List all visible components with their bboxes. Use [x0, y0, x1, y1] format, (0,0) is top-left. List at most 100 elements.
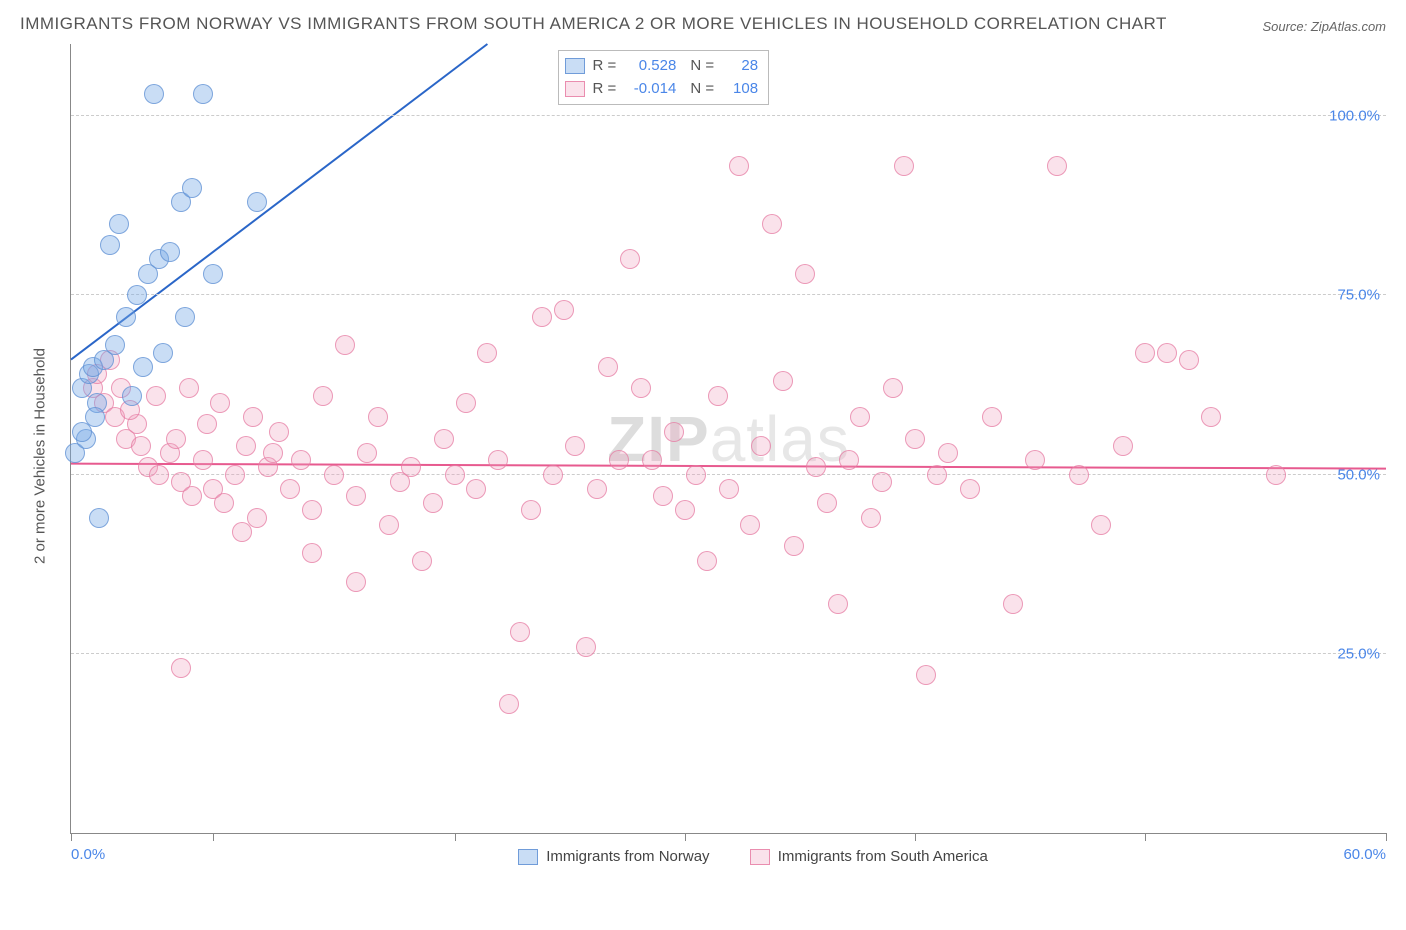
x-tick [1386, 833, 1387, 841]
south-america-point [784, 536, 804, 556]
x-tick [455, 833, 456, 841]
south-america-point [1113, 436, 1133, 456]
series-legend: Immigrants from Norway Immigrants from S… [120, 848, 1386, 869]
norway-point [100, 235, 120, 255]
south-america-point [225, 465, 245, 485]
gridline [71, 115, 1386, 116]
south-america-point [751, 436, 771, 456]
x-tick [915, 833, 916, 841]
legend-item-norway: Immigrants from Norway [518, 848, 709, 865]
south-america-point [368, 407, 388, 427]
south-america-point [131, 436, 151, 456]
legend-row-norway: R =0.528N =28 [565, 55, 759, 78]
south-america-point [1201, 407, 1221, 427]
y-tick-label: 50.0% [1337, 466, 1380, 483]
norway-point [133, 357, 153, 377]
south-america-point [1266, 465, 1286, 485]
y-axis-title: 2 or more Vehicles in Household [32, 348, 49, 564]
trendlines-svg [71, 44, 1386, 833]
scatter-plot: ZIPatlas R =0.528N =28R =-0.014N =108 25… [70, 44, 1386, 834]
south-america-point [379, 515, 399, 535]
south-america-point [960, 479, 980, 499]
south-america-point [587, 479, 607, 499]
south-america-point [543, 465, 563, 485]
south-america-point [346, 486, 366, 506]
norway-point [89, 508, 109, 528]
south-america-point [232, 522, 252, 542]
gridline [71, 294, 1386, 295]
south-america-point [598, 357, 618, 377]
south-america-point [477, 343, 497, 363]
south-america-point [982, 407, 1002, 427]
south-america-point [675, 500, 695, 520]
legend-label-norway: Immigrants from Norway [546, 848, 709, 865]
gridline [71, 653, 1386, 654]
legend-item-south-america: Immigrants from South America [750, 848, 988, 865]
south-america-point [401, 457, 421, 477]
y-tick-label: 25.0% [1337, 645, 1380, 662]
legend-swatch [565, 81, 585, 97]
norway-point [193, 84, 213, 104]
south-america-point [905, 429, 925, 449]
south-america-point [193, 450, 213, 470]
x-tick [71, 833, 72, 841]
south-america-point [210, 393, 230, 413]
x-tick [1145, 833, 1146, 841]
norway-point [160, 242, 180, 262]
south-america-point [773, 371, 793, 391]
south-america-point [795, 264, 815, 284]
x-tick [213, 833, 214, 841]
south-america-point [642, 450, 662, 470]
south-america-point [302, 500, 322, 520]
south-america-point [729, 156, 749, 176]
norway-point [127, 285, 147, 305]
south-america-point [302, 543, 322, 563]
south-america-point [521, 500, 541, 520]
norway-point [247, 192, 267, 212]
south-america-point [1157, 343, 1177, 363]
norway-point [109, 214, 129, 234]
norway-point [182, 178, 202, 198]
south-america-point [817, 493, 837, 513]
south-america-point [182, 486, 202, 506]
legend-swatch [565, 58, 585, 74]
south-america-point [171, 658, 191, 678]
south-america-point [554, 300, 574, 320]
south-america-point [166, 429, 186, 449]
norway-point [203, 264, 223, 284]
south-america-point [488, 450, 508, 470]
south-america-point [806, 457, 826, 477]
norway-point [72, 422, 92, 442]
south-america-point [510, 622, 530, 642]
south-america-point [565, 436, 585, 456]
south-america-point [927, 465, 947, 485]
south-america-point [434, 429, 454, 449]
south-america-point [719, 479, 739, 499]
chart-container: 2 or more Vehicles in Household ZIPatlas… [20, 44, 1386, 869]
south-america-point [938, 443, 958, 463]
south-america-point [247, 508, 267, 528]
legend-swatch-pink [750, 849, 770, 865]
x-tick [685, 833, 686, 841]
south-america-point [466, 479, 486, 499]
south-america-point [686, 465, 706, 485]
south-america-point [280, 479, 300, 499]
south-america-point [149, 465, 169, 485]
south-america-point [197, 414, 217, 434]
norway-point [144, 84, 164, 104]
south-america-point [214, 493, 234, 513]
south-america-point [324, 465, 344, 485]
south-america-point [423, 493, 443, 513]
south-america-point [291, 450, 311, 470]
south-america-point [839, 450, 859, 470]
south-america-point [708, 386, 728, 406]
south-america-point [236, 436, 256, 456]
south-america-point [894, 156, 914, 176]
legend-label-south-america: Immigrants from South America [778, 848, 988, 865]
south-america-point [631, 378, 651, 398]
legend-swatch-blue [518, 849, 538, 865]
south-america-point [412, 551, 432, 571]
norway-point [116, 307, 136, 327]
south-america-point [620, 249, 640, 269]
south-america-point [1069, 465, 1089, 485]
